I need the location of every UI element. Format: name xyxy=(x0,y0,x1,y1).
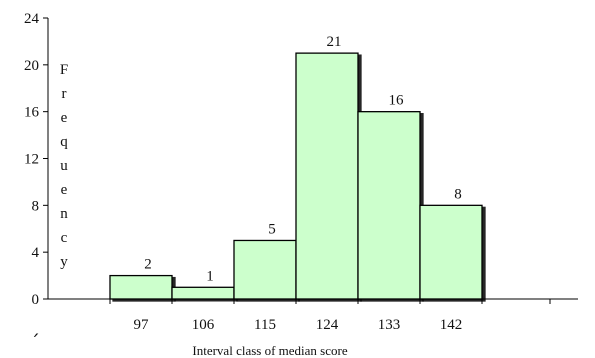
y-tick-label: 4 xyxy=(32,245,40,261)
bar-106 xyxy=(171,286,235,300)
y-axis-title-letter: y xyxy=(60,254,68,270)
x-tick-label: 133 xyxy=(378,317,401,333)
x-ticks-group: 97 106 115 124 133 142 xyxy=(109,299,551,333)
y-axis-title-letter: n xyxy=(60,206,68,222)
x-tick-label: 97 xyxy=(134,317,150,333)
x-axis-title: Interval class of median score xyxy=(192,343,347,358)
data-label: 5 xyxy=(268,221,276,237)
y-tick-label: 16 xyxy=(24,105,40,121)
bar-133 xyxy=(357,111,421,300)
y-tick-label: 0 xyxy=(32,292,40,308)
x-tick-label: 142 xyxy=(440,317,463,333)
y-tick-label: 12 xyxy=(24,152,39,168)
x-tick-label: 124 xyxy=(316,317,339,333)
y-tick-label: 8 xyxy=(32,198,40,214)
y-axis-title-letter: q xyxy=(60,134,68,150)
bar-97 xyxy=(109,274,173,300)
bars-group xyxy=(109,52,483,300)
y-tick-label: 20 xyxy=(24,58,39,74)
y-axis-title-letter: F xyxy=(60,62,68,78)
y-axis-title-letter: u xyxy=(60,158,68,174)
data-label: 8 xyxy=(454,186,462,202)
data-label: 2 xyxy=(144,257,152,273)
bar-124 xyxy=(295,52,359,300)
y-axis-title-letter: r xyxy=(62,86,67,102)
data-label: 16 xyxy=(389,93,405,109)
x-tick-label: 106 xyxy=(192,317,215,333)
bar-142 xyxy=(419,204,483,300)
y-ticks-group: 0 4 8 12 16 20 24 xyxy=(24,11,48,308)
x-tick-label: 115 xyxy=(254,317,276,333)
y-axis-title-letter: e xyxy=(61,110,68,126)
bar-115 xyxy=(233,239,297,300)
data-label: 1 xyxy=(206,268,214,284)
y-tick-label: 24 xyxy=(24,11,40,27)
data-label: 21 xyxy=(327,34,342,50)
y-axis-title-letter: c xyxy=(61,230,68,246)
y-axis-title-letter: e xyxy=(61,182,68,198)
